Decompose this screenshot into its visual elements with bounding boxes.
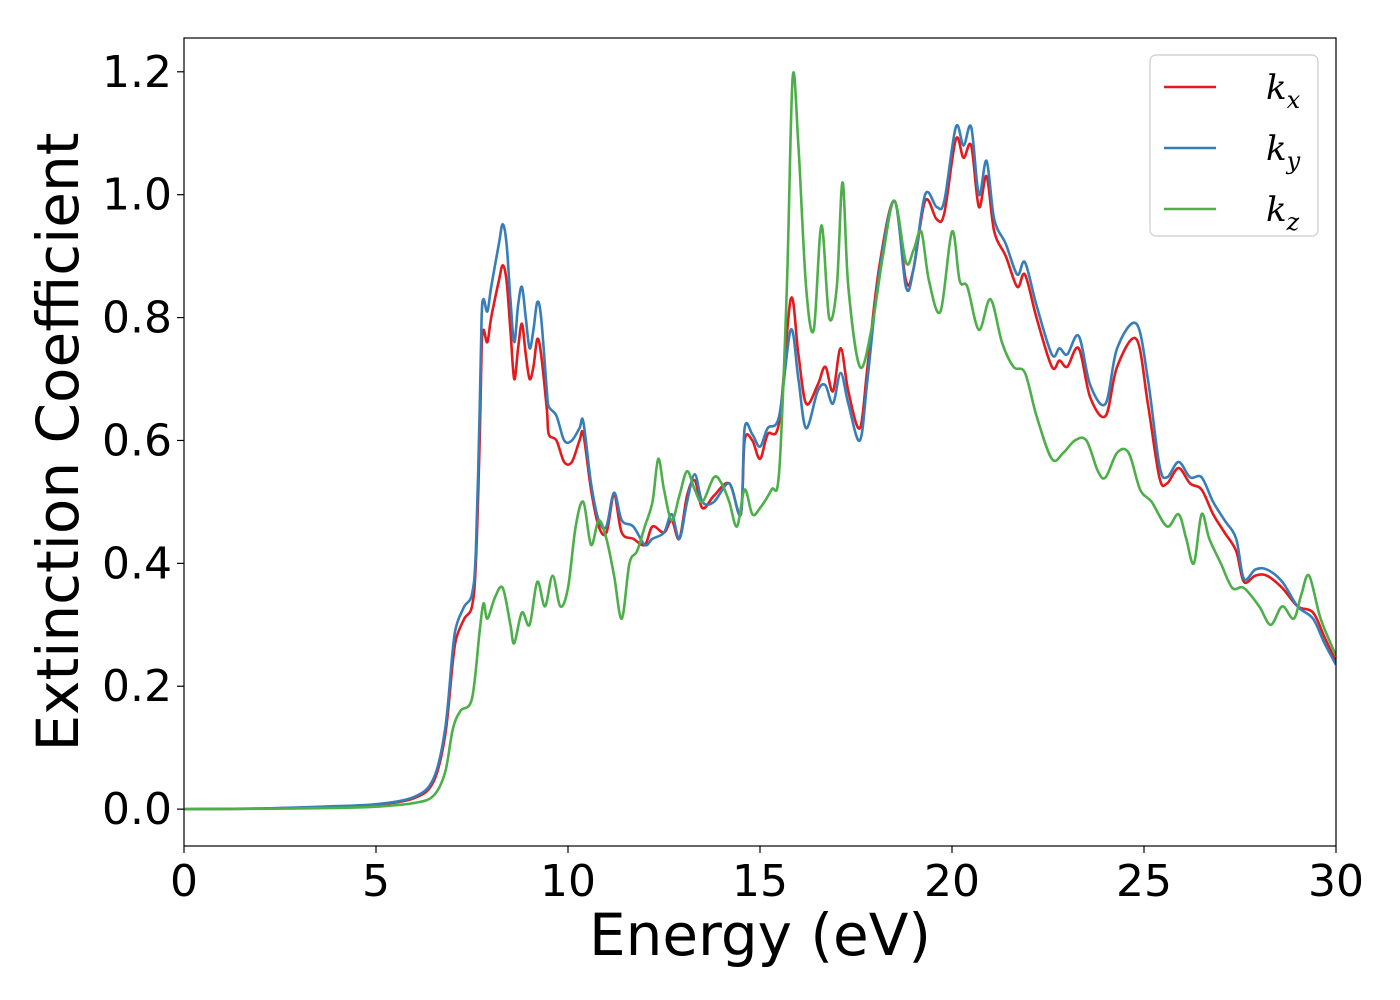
y-tick-label: 1.0 bbox=[102, 170, 172, 221]
series-line-kz bbox=[184, 71, 1336, 811]
legend-subscript: z bbox=[1286, 208, 1300, 236]
x-tick-label: 0 bbox=[170, 856, 198, 907]
y-tick-label: 0.8 bbox=[102, 293, 172, 344]
y-tick-label: 0.0 bbox=[102, 784, 172, 835]
y-tick-label: 0.6 bbox=[102, 415, 172, 466]
ticks-layer: 0 5 10 15 20 25 30 0.0 0.2 0.4 0.6 0.8 1.0 1.2 bbox=[102, 47, 1364, 907]
series-line-ky bbox=[184, 123, 1336, 811]
x-tick-label: 10 bbox=[540, 856, 596, 907]
x-tick-label: 5 bbox=[362, 856, 390, 907]
x-tick-label: 15 bbox=[732, 856, 788, 907]
x-tick-label: 30 bbox=[1308, 856, 1364, 907]
series-layer bbox=[184, 71, 1336, 811]
x-tick-label: 25 bbox=[1116, 856, 1172, 907]
y-tick-label: 1.2 bbox=[102, 47, 172, 98]
x-tick-label: 20 bbox=[924, 856, 980, 907]
legend-subscript: y bbox=[1286, 147, 1301, 175]
series-line-kx bbox=[184, 136, 1336, 811]
y-tick-label: 0.4 bbox=[102, 538, 172, 589]
y-axis-title: Extinction Coefficient bbox=[24, 133, 92, 752]
x-axis-title: Energy (eV) bbox=[589, 901, 931, 969]
legend-box bbox=[1149, 54, 1319, 237]
legend-subscript: x bbox=[1287, 86, 1301, 114]
y-tick-label: 0.2 bbox=[102, 661, 172, 712]
